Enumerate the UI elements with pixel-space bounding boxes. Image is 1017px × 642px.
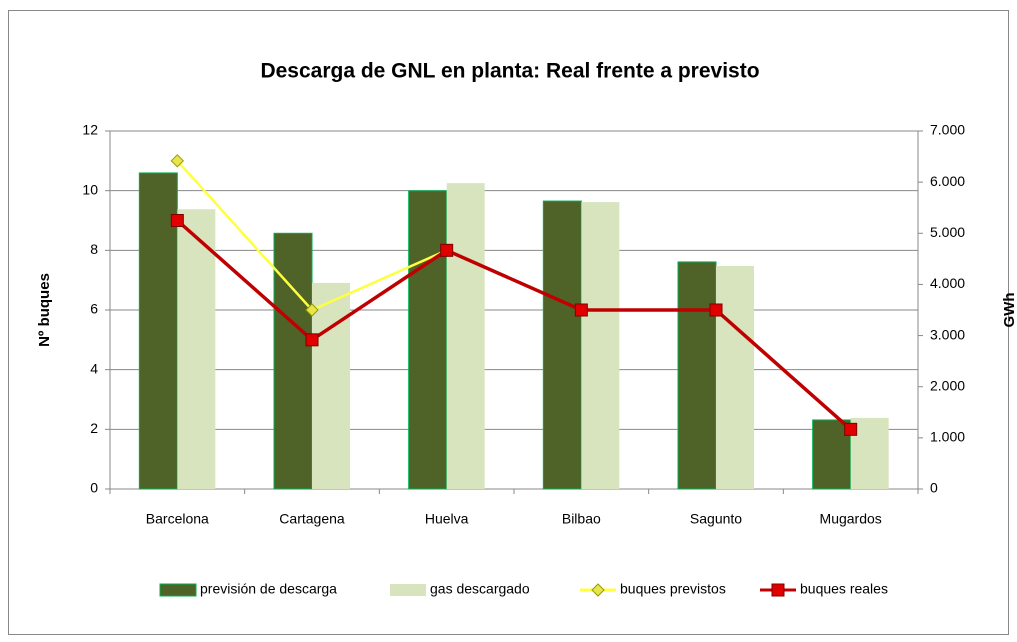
y2-axis-title: GWh — [1001, 293, 1017, 328]
y-tick-label: 12 — [82, 122, 98, 138]
y-tick-label: 0 — [90, 480, 98, 496]
x-tick-label: Cartagena — [279, 511, 345, 527]
bar — [677, 261, 717, 490]
y-tick-label: 4 — [90, 360, 98, 376]
y2-tick-label: 4.000 — [930, 275, 965, 291]
bar — [177, 209, 216, 489]
bar — [408, 190, 448, 490]
chart-title: Descarga de GNL en planta: Real frente a… — [260, 60, 759, 83]
line-marker — [170, 154, 185, 168]
line-marker — [305, 333, 319, 347]
bar — [446, 183, 485, 489]
y2-tick-label: 3.000 — [930, 326, 965, 342]
y2-tick-label: 6.000 — [930, 173, 965, 189]
y-axis-title: Nº buques — [36, 273, 53, 347]
x-tick-label: Mugardos — [820, 511, 882, 527]
y2-tick-label: 1.000 — [930, 429, 965, 445]
x-tick-label: Sagunto — [690, 511, 742, 527]
y-tick-label: 8 — [90, 241, 98, 257]
bar — [273, 232, 313, 490]
line-marker — [170, 214, 184, 227]
x-tick-label: Huelva — [425, 511, 469, 527]
y2-tick-label: 7.000 — [930, 122, 965, 138]
legend-marker — [591, 583, 605, 597]
y-tick-label: 10 — [82, 181, 98, 197]
legend-marker — [771, 583, 785, 597]
legend-label: previsión de descarga — [200, 581, 337, 597]
line-marker — [709, 303, 723, 317]
bar — [581, 202, 620, 490]
y-tick-label: 2 — [90, 420, 98, 436]
legend-label: buques previstos — [620, 581, 726, 597]
bar — [716, 266, 754, 489]
bar — [542, 200, 582, 490]
legend-swatch — [159, 583, 197, 597]
x-tick-label: Barcelona — [146, 511, 209, 527]
legend-label: gas descargado — [430, 581, 530, 597]
legend-label: buques reales — [800, 581, 888, 597]
bar — [312, 282, 350, 489]
line-marker — [305, 303, 319, 317]
y2-tick-label: 0 — [930, 480, 938, 496]
x-tick-label: Bilbao — [562, 511, 601, 527]
y-tick-label: 6 — [90, 301, 98, 317]
line-marker — [844, 422, 858, 436]
line — [176, 219, 852, 431]
line-marker — [574, 303, 588, 317]
y2-tick-label: 5.000 — [930, 224, 965, 240]
y2-tick-label: 2.000 — [930, 377, 965, 393]
line-marker — [440, 243, 454, 257]
legend-swatch — [390, 584, 426, 596]
